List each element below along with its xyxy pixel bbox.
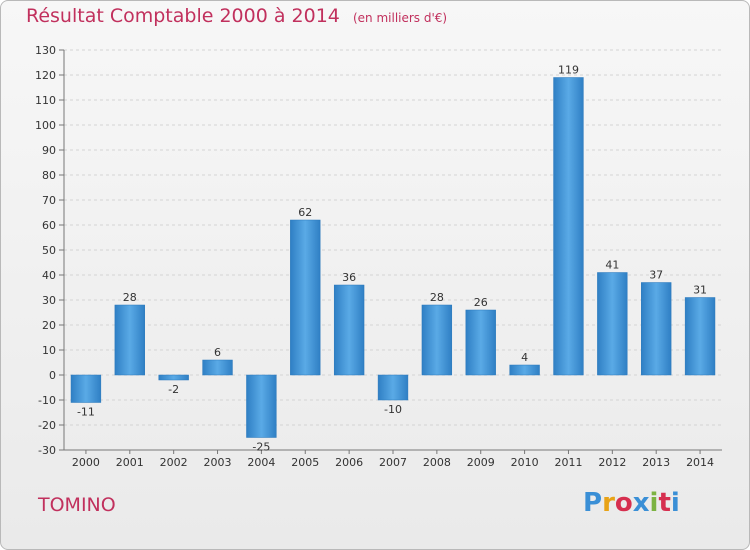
logo-letter: P (583, 488, 603, 518)
logo-letter: t (658, 488, 671, 518)
y-tick-label: 30 (42, 294, 56, 307)
data-label: -10 (384, 403, 402, 416)
data-label: -2 (168, 383, 179, 396)
y-tick-label: 110 (35, 94, 56, 107)
logo-letter: r (602, 488, 615, 518)
y-tick-label: 50 (42, 244, 56, 257)
y-tick-label: -10 (38, 394, 56, 407)
x-tick-label: 2007 (379, 456, 407, 469)
bar (290, 219, 321, 376)
logo-letter: i (670, 488, 680, 518)
y-tick-label: 10 (42, 344, 56, 357)
bar (246, 374, 277, 438)
y-tick-label: 120 (35, 69, 56, 82)
y-tick-label: 90 (42, 144, 56, 157)
bar (641, 282, 672, 376)
bar (114, 304, 145, 376)
bars (70, 77, 716, 438)
y-tick-label: 0 (49, 369, 56, 382)
data-label: 6 (214, 346, 221, 359)
x-tick-label: 2003 (204, 456, 232, 469)
axes (59, 49, 722, 454)
y-tick-label: 70 (42, 194, 56, 207)
data-label: 119 (558, 64, 579, 77)
data-label: 28 (430, 291, 444, 304)
chart-title: Résultat Comptable 2000 à 2014 (26, 5, 340, 27)
bar (202, 359, 233, 376)
x-tick-label: 2001 (116, 456, 144, 469)
chart-subtitle: (en milliers d'€) (352, 11, 448, 25)
data-label: 62 (298, 206, 312, 219)
x-tick-label: 2013 (642, 456, 670, 469)
data-label: 31 (693, 284, 707, 297)
y-tick-label: 80 (42, 169, 56, 182)
y-tick-label: 40 (42, 269, 56, 282)
data-label: 41 (605, 259, 619, 272)
x-tick-label: 2014 (686, 456, 714, 469)
data-label: 37 (649, 269, 663, 282)
bar (597, 272, 628, 376)
y-tick-label: 130 (35, 44, 56, 57)
y-tick-label: 100 (35, 119, 56, 132)
bar (421, 304, 453, 376)
bar (333, 284, 365, 376)
bar (553, 77, 584, 376)
data-label: -11 (77, 406, 95, 419)
bar (509, 364, 540, 376)
proxiti-logo[interactable]: Proxiti (583, 488, 680, 518)
data-label: 26 (474, 296, 488, 309)
y-tick-label: 20 (42, 319, 56, 332)
data-label: 28 (123, 291, 137, 304)
x-tick-label: 2009 (467, 456, 495, 469)
logo-letter: i (649, 488, 659, 518)
y-tick-label: -30 (38, 444, 56, 457)
x-tick-label: 2006 (335, 456, 363, 469)
labels: -30 -20 -10 0 10 20 30 40 50 60 70 80 90 100 110 120 130… (35, 44, 714, 469)
logo-letter: x (632, 488, 650, 518)
bar (70, 374, 102, 403)
data-label: 36 (342, 271, 356, 284)
bar (684, 297, 716, 376)
chart-header: Résultat Comptable 2000 à 2014 (en milli… (26, 5, 447, 27)
x-tick-label: 2005 (291, 456, 319, 469)
x-tick-label: 2012 (598, 456, 626, 469)
y-tick-label: 60 (42, 219, 56, 232)
y-tick-label: -20 (38, 419, 56, 432)
x-tick-label: 2002 (160, 456, 188, 469)
bar (465, 309, 496, 376)
commune-name: TOMINO (38, 494, 116, 516)
data-label: -25 (252, 441, 270, 454)
x-tick-label: 2000 (72, 456, 100, 469)
logo-letter: o (614, 488, 633, 518)
data-label: 4 (521, 351, 528, 364)
x-tick-label: 2010 (511, 456, 539, 469)
x-tick-label: 2011 (554, 456, 582, 469)
bar (158, 374, 189, 381)
x-tick-label: 2008 (423, 456, 451, 469)
x-tick-label: 2004 (247, 456, 275, 469)
bar (377, 374, 409, 401)
